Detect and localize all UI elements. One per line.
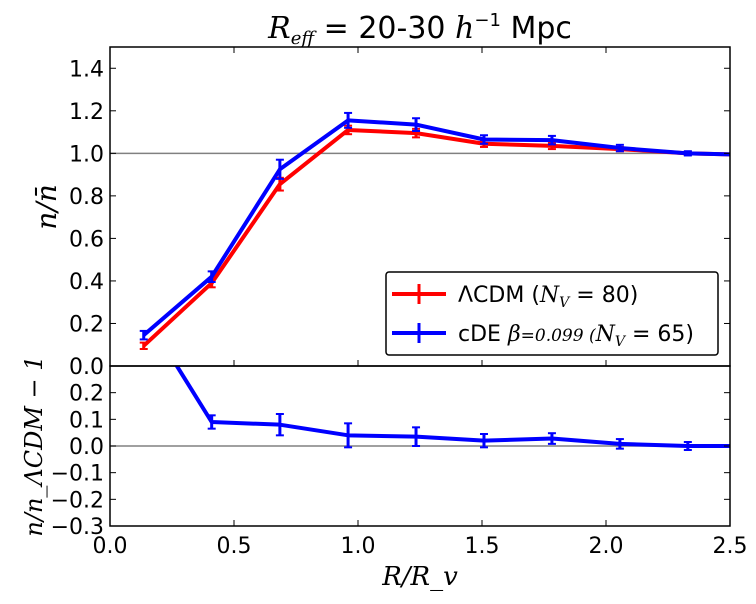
bottom-ytick-label: 0.1 [69,408,104,433]
top-series-line-cde [142,118,730,337]
xtick-label: 2.0 [589,534,624,559]
top-ytick-label: 0.2 [69,312,104,337]
top-y-axis-label: n/n̄ [30,184,63,230]
xtick-label: 1.0 [341,534,376,559]
legend-frame [385,271,719,356]
bottom-series-line-cde-lcdm-1 [174,366,730,448]
bottom-plot-frame [109,365,731,527]
top-ytick-label: 0.8 [69,185,104,210]
xtick-label: 0.5 [217,534,252,559]
top-ytick-label: 1.2 [69,100,104,125]
top-ytick-label: 1.0 [69,142,104,167]
bottom-ytick-label: 0.2 [69,382,104,407]
chart-title: Reff = 20-30 h−1 Mpc [267,10,572,49]
bottom-series-group [174,366,730,451]
bottom-ytick-label: −0.1 [51,462,104,487]
top-ytick-label: 0.4 [69,270,104,295]
x-ticks: 0.0 0.5 1.0 1.5 2.0 2.5 [93,47,748,559]
bottom-y-axis-label: n/n_ΛCDM − 1 [20,355,48,536]
top-y-ticks: 0.0 0.2 0.4 0.6 0.8 1.0 1.2 1.4 [69,57,730,380]
bottom-y-ticks: −0.3−0.2−0.10.00.10.2 [51,382,730,540]
bottom-panel: −0.3−0.2−0.10.00.10.2 0.0 0.5 1.0 1.5 2.0 2.5… [20,47,748,592]
legend-entry-lcdm: ΛCDM (NV = 80) [392,283,638,311]
top-ytick-label: 0.0 [69,355,104,380]
bottom-ytick-label: −0.2 [51,488,104,513]
x-axis-label: R/R_v [381,562,458,592]
xtick-label: 0.0 [93,534,128,559]
top-ytick-label: 1.4 [69,57,104,82]
top-series-group [139,111,730,350]
legend: ΛCDM (NV = 80) cDE β=0.099 (NV = 65) [385,271,719,356]
legend-label-lcdm: ΛCDM (NV = 80) [458,283,638,311]
bottom-ytick-label: 0.0 [69,435,104,460]
legend-label-cde: cDE β=0.099 (NV = 65) [458,322,694,350]
legend-entry-cde: cDE β=0.099 (NV = 65) [392,322,694,350]
xtick-label: 2.5 [713,534,748,559]
xtick-label: 1.5 [465,534,500,559]
bottom-ytick-label: −0.3 [51,515,104,540]
top-ytick-label: 0.6 [69,227,104,252]
